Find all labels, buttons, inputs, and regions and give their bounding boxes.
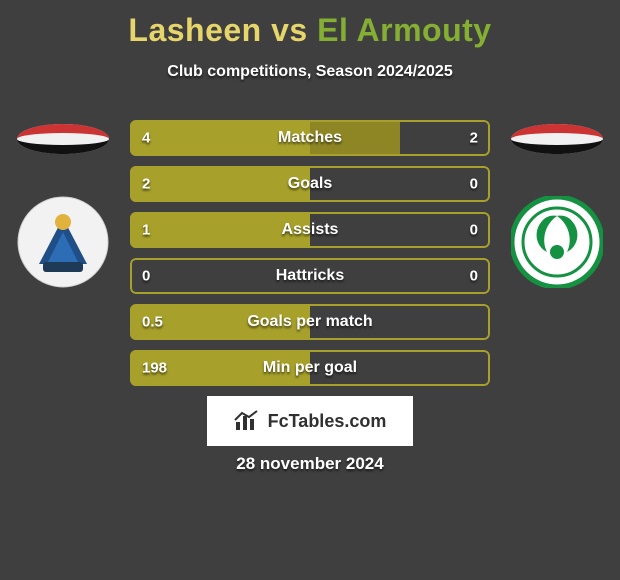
title-right: El Armouty	[317, 12, 492, 48]
player-left-column	[8, 120, 118, 288]
stat-label: Goals per match	[130, 313, 490, 331]
snapshot-date: 28 november 2024	[0, 454, 620, 474]
stat-row: 198Min per goal	[130, 350, 490, 386]
club-crest-icon	[511, 196, 603, 288]
comparison-bars: 42Matches 20Goals 10Assists 00Hattricks 0.5G…	[130, 120, 490, 396]
club-crest-icon	[17, 196, 109, 288]
title-vs: vs	[271, 12, 308, 48]
stat-row: 20Goals	[130, 166, 490, 202]
chart-icon	[234, 410, 262, 432]
stat-row: 10Assists	[130, 212, 490, 248]
title-left: Lasheen	[128, 12, 261, 48]
stat-label: Assists	[130, 221, 490, 239]
stat-label: Goals	[130, 175, 490, 193]
stat-label: Hattricks	[130, 267, 490, 285]
subtitle: Club competitions, Season 2024/2025	[0, 63, 620, 81]
player-right-column	[502, 120, 612, 288]
stat-row: 0.5Goals per match	[130, 304, 490, 340]
flag-icon	[15, 122, 111, 156]
source-logo-text: FcTables.com	[268, 411, 387, 432]
source-logo: FcTables.com	[207, 396, 413, 446]
comparison-title: Lasheen vs El Armouty	[0, 0, 620, 49]
stat-row: 00Hattricks	[130, 258, 490, 294]
flag-icon	[509, 122, 605, 156]
stat-label: Min per goal	[130, 359, 490, 377]
stat-row: 42Matches	[130, 120, 490, 156]
stat-label: Matches	[130, 129, 490, 147]
